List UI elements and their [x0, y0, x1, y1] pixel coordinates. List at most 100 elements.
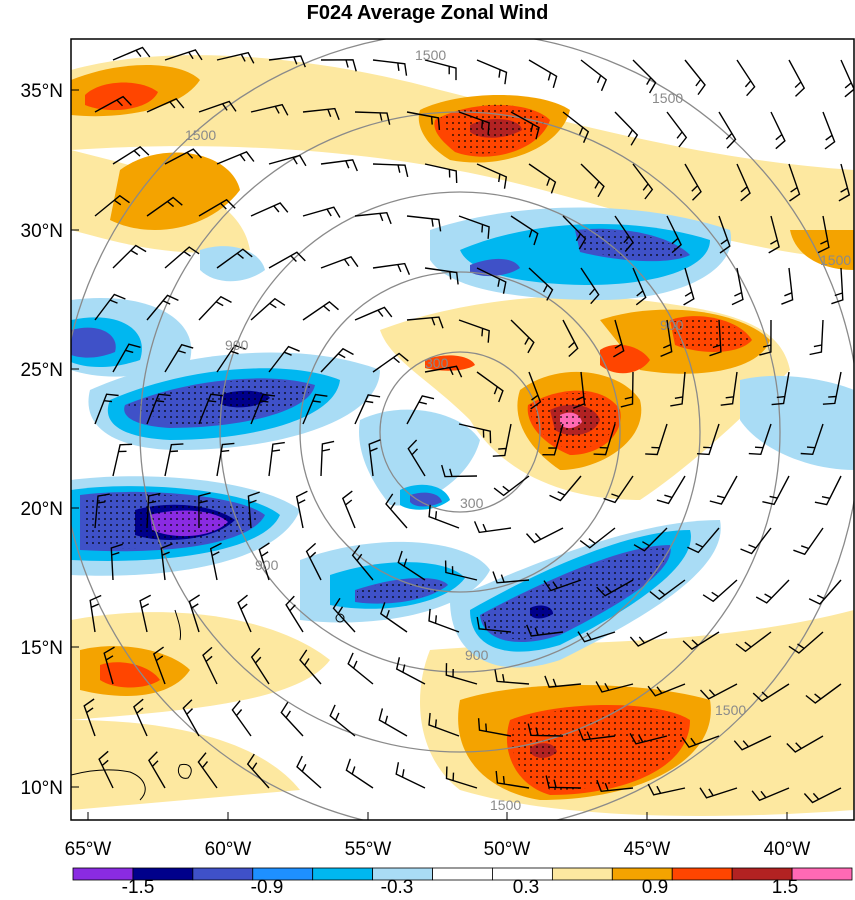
wind-barb	[579, 527, 616, 549]
plot-area: 1500 1500 1500 1500 1500 1500 900 900 90…	[71, 39, 854, 820]
wind-barb	[198, 100, 237, 113]
wind-barb	[781, 267, 794, 305]
wind-barb	[182, 699, 200, 737]
colorbar-label: -0.9	[251, 877, 284, 898]
wind-barb	[83, 698, 96, 737]
lon-tick-label: 55°W	[345, 839, 392, 860]
lat-tick-label: 10°N	[21, 778, 63, 799]
wind-barb	[528, 163, 557, 194]
wind-barb	[803, 787, 842, 804]
wind-barb	[473, 521, 512, 534]
wind-barb	[596, 779, 634, 793]
wind-barb	[458, 215, 490, 239]
wind-barb	[98, 750, 114, 789]
lat-axis: 35°N 30°N 25°N 20°N 15°N 10°N	[21, 81, 79, 799]
wind-barb	[320, 440, 335, 477]
wind-barb	[216, 151, 255, 165]
colorbar-label: 0.3	[513, 877, 539, 898]
wind-barbs	[83, 46, 854, 804]
wind-barb	[492, 423, 512, 457]
wind-barb	[250, 647, 270, 685]
wind-barb	[351, 545, 374, 581]
wind-barb	[347, 652, 374, 685]
wind-barb	[458, 111, 490, 135]
wind-barb	[831, 267, 844, 305]
wind-barb	[395, 762, 426, 789]
wind-barb	[94, 493, 110, 529]
wind-barb	[247, 491, 260, 529]
wind-barb	[793, 527, 824, 556]
wind-barb	[613, 319, 625, 358]
wind-barb	[354, 394, 381, 425]
wind-barb	[231, 700, 252, 737]
wind-barb	[544, 675, 582, 688]
wind-barb	[748, 423, 772, 456]
wind-barb	[660, 319, 673, 358]
wind-barb	[809, 319, 824, 356]
lat-tick-label: 30°N	[21, 221, 63, 242]
wind-barb	[385, 493, 408, 529]
wind-barb	[428, 504, 460, 529]
wind-barb	[216, 442, 235, 477]
wind-barb	[632, 59, 657, 94]
wind-barb	[683, 267, 695, 306]
wind-barb	[152, 646, 166, 685]
wind-barb	[666, 111, 688, 148]
wind-barb	[788, 631, 824, 654]
wind-barb	[406, 395, 435, 425]
wind-barb	[428, 712, 460, 737]
wind-barb	[788, 163, 801, 202]
wind-barb	[545, 775, 582, 789]
wind-barb	[805, 683, 842, 704]
ring-label: 300	[425, 355, 449, 371]
wind-barb	[786, 735, 824, 753]
ring-label: 1500	[490, 797, 521, 813]
wind-barb	[372, 262, 411, 275]
colorbar-swatch	[551, 867, 613, 881]
map-title: F024 Average Zonal Wind	[306, 2, 549, 24]
wind-barb	[840, 59, 854, 98]
wind-barb	[822, 371, 842, 405]
wind-barb	[526, 624, 564, 637]
ring-label: 1500	[185, 127, 216, 143]
wind-barb	[718, 215, 731, 254]
wind-barb	[320, 256, 359, 269]
wind-barb	[424, 163, 458, 184]
wind-barb	[103, 646, 115, 685]
wind-barb	[543, 579, 582, 592]
wind-barb	[577, 631, 616, 643]
wind-barb	[302, 206, 341, 218]
lat-tick-label: 20°N	[21, 499, 63, 520]
wind-barb	[397, 550, 426, 581]
lon-tick-label: 50°W	[484, 839, 531, 860]
wind-barb	[493, 475, 530, 497]
wind-barb	[603, 475, 634, 504]
wind-barb	[476, 616, 512, 633]
wind-barb	[112, 343, 141, 373]
wind-barb	[720, 371, 738, 406]
wind-barb	[562, 319, 579, 358]
wind-barb	[649, 579, 686, 600]
wind-barb	[580, 267, 600, 305]
wind-barb	[542, 423, 564, 456]
wind-barb	[237, 594, 252, 633]
ring-label: 1500	[820, 252, 851, 268]
wind-barb	[702, 579, 738, 603]
wind-barb	[614, 215, 634, 252]
wind-barb	[808, 579, 842, 605]
wind-barb	[112, 146, 150, 165]
ring-label: 1500	[415, 47, 446, 63]
wind-barb	[633, 527, 668, 552]
wind-barb	[731, 267, 744, 306]
colorbar-swatch	[312, 867, 374, 881]
wind-barb	[146, 294, 179, 321]
wind-barb	[258, 542, 270, 581]
wind-barb	[682, 631, 720, 650]
wind-barb	[822, 111, 836, 150]
wind-barb	[814, 475, 842, 506]
wind-barb	[528, 59, 558, 88]
colorbar-label: -0.3	[381, 877, 414, 898]
wind-barb	[94, 293, 126, 321]
wind-barb	[296, 755, 322, 789]
wind-barb	[735, 631, 772, 653]
